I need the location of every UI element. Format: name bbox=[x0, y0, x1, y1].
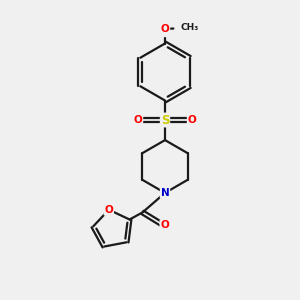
Text: O: O bbox=[160, 24, 169, 34]
Text: N: N bbox=[160, 188, 169, 198]
Text: O: O bbox=[134, 115, 142, 125]
Text: S: S bbox=[161, 113, 169, 127]
Text: O: O bbox=[160, 220, 169, 230]
Text: CH₃: CH₃ bbox=[181, 23, 199, 32]
Text: O: O bbox=[188, 115, 196, 125]
Text: O: O bbox=[104, 205, 113, 215]
